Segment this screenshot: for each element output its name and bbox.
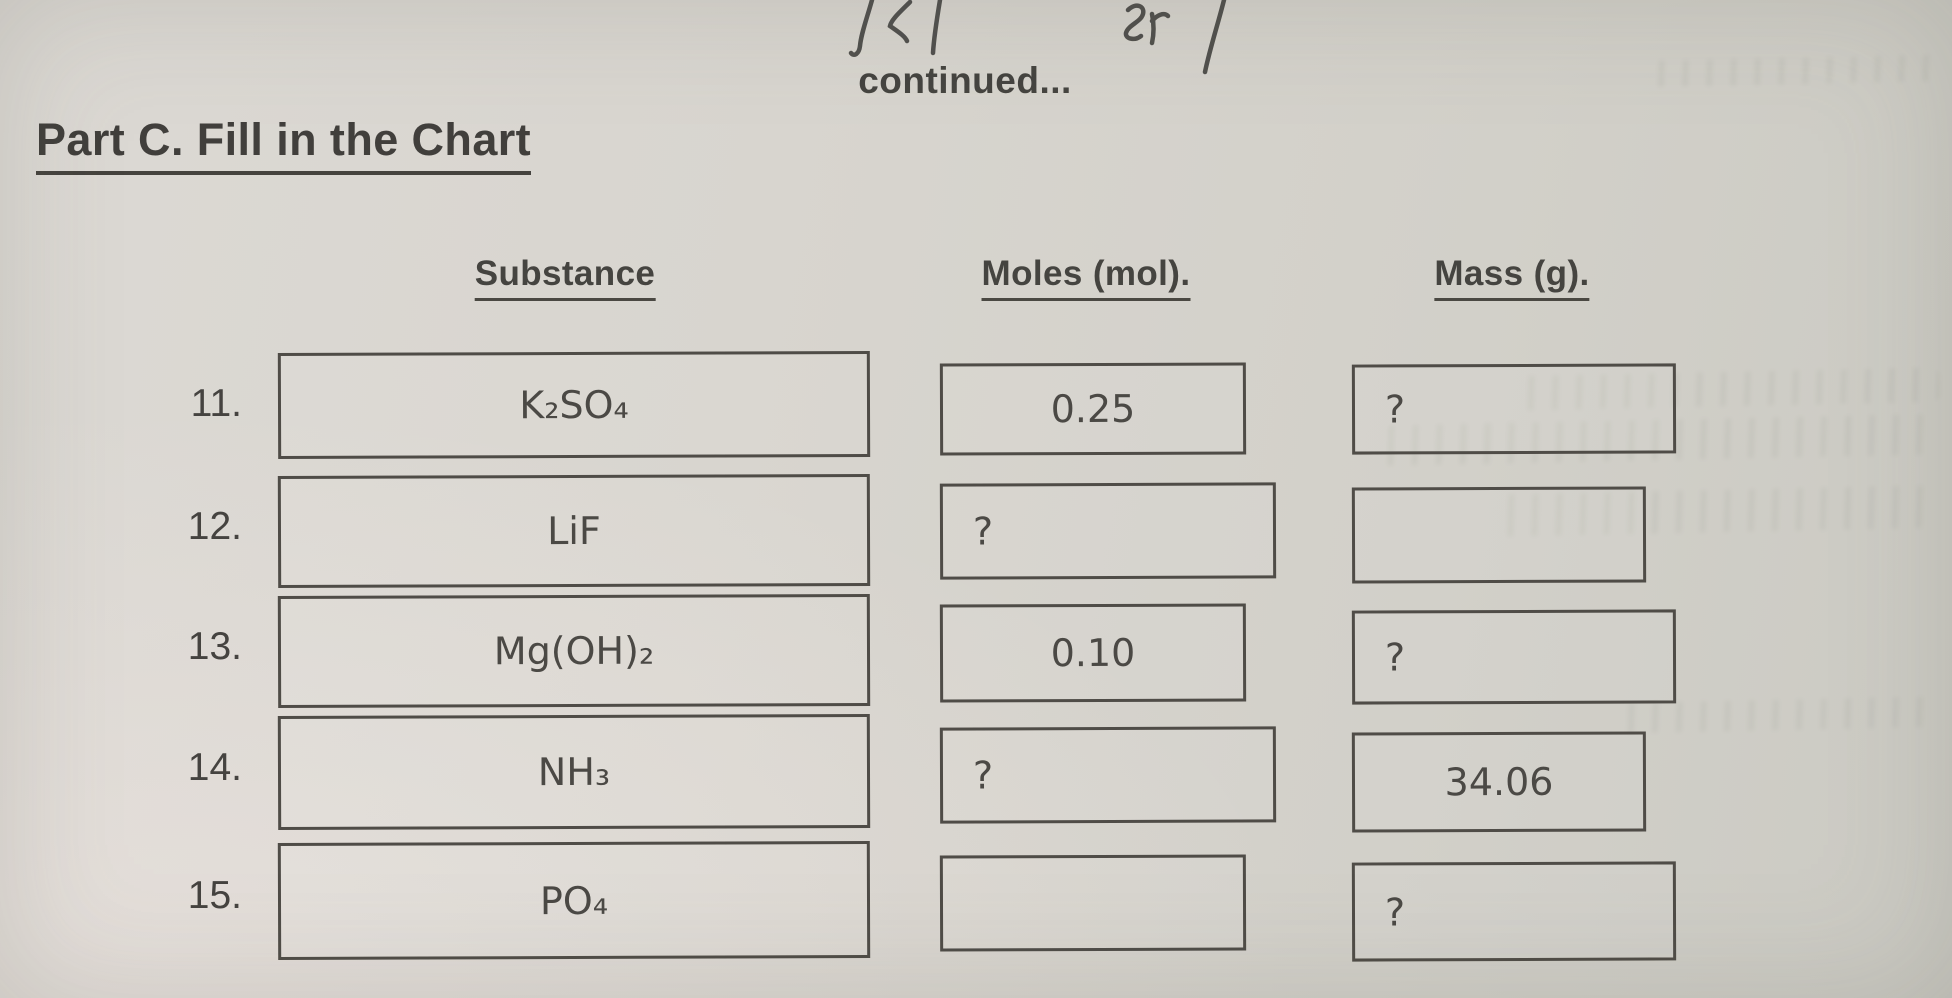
mass-box: ? <box>1351 363 1677 455</box>
page-title: Part C. Fill in the Chart <box>36 114 532 175</box>
substance-box: LiF <box>277 473 871 589</box>
moles-box: 0.10 <box>939 603 1247 703</box>
column-header-substance: Substance <box>474 254 656 301</box>
moles-box <box>939 854 1247 952</box>
moles-box: ? <box>939 482 1277 580</box>
substance-box: NH₃ <box>277 713 871 831</box>
column-header-mass: Mass (g). <box>1434 254 1590 301</box>
row-number: 14. <box>187 746 242 789</box>
substance-box: PO₄ <box>277 840 871 961</box>
moles-box: 0.25 <box>939 362 1247 456</box>
mass-box: ? <box>1351 609 1677 705</box>
row-number: 15. <box>187 874 242 917</box>
bleed-through-mark <box>1649 54 1941 88</box>
mass-box: ? <box>1351 861 1677 962</box>
substance-box: K₂SO₄ <box>277 350 871 460</box>
mass-box: 34.06 <box>1351 731 1647 833</box>
continued-label: continued... <box>858 60 1072 101</box>
moles-box: ? <box>939 726 1277 824</box>
row-number: 12. <box>187 505 242 548</box>
row-number: 11. <box>190 382 242 425</box>
column-header-moles: Moles (mol). <box>981 254 1191 301</box>
mass-box <box>1351 486 1647 584</box>
row-number: 13. <box>187 625 242 668</box>
substance-box: Mg(OH)₂ <box>277 593 871 709</box>
